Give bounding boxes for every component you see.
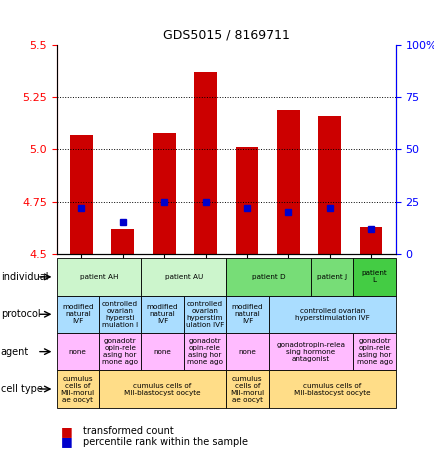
Bar bbox=[56, 371, 99, 408]
Bar bbox=[226, 333, 268, 371]
Text: cumulus cells of
MII-blastocyst oocyte: cumulus cells of MII-blastocyst oocyte bbox=[293, 382, 370, 395]
Text: gonadotropin-relea
sing hormone
antagonist: gonadotropin-relea sing hormone antagoni… bbox=[276, 342, 345, 361]
Bar bbox=[276, 110, 299, 254]
Bar bbox=[56, 295, 99, 333]
Text: none: none bbox=[238, 349, 256, 355]
Bar bbox=[352, 333, 395, 371]
Text: gonadotr
opin-rele
asing hor
mone ago: gonadotr opin-rele asing hor mone ago bbox=[102, 338, 138, 365]
Text: none: none bbox=[153, 349, 171, 355]
Text: controlled ovarian
hyperstimulation IVF: controlled ovarian hyperstimulation IVF bbox=[294, 308, 369, 321]
Text: modified
natural
IVF: modified natural IVF bbox=[62, 304, 93, 324]
Text: patient J: patient J bbox=[316, 274, 346, 280]
Bar bbox=[226, 295, 268, 333]
Bar bbox=[359, 226, 381, 254]
Bar bbox=[268, 371, 395, 408]
Text: modified
natural
IVF: modified natural IVF bbox=[146, 304, 178, 324]
Bar bbox=[268, 333, 353, 371]
Bar bbox=[352, 258, 395, 295]
Text: protocol: protocol bbox=[1, 309, 40, 319]
Text: cumulus
cells of
MII-morul
ae oocyt: cumulus cells of MII-morul ae oocyt bbox=[230, 376, 264, 403]
Text: none: none bbox=[69, 349, 86, 355]
Bar bbox=[318, 116, 340, 254]
Bar bbox=[310, 258, 352, 295]
Bar bbox=[152, 133, 175, 254]
Bar bbox=[268, 295, 395, 333]
Text: patient AH: patient AH bbox=[79, 274, 118, 280]
Text: modified
natural
IVF: modified natural IVF bbox=[231, 304, 263, 324]
Bar bbox=[226, 371, 268, 408]
Text: controlled
ovarian
hyperstim
ulation IVF: controlled ovarian hyperstim ulation IVF bbox=[185, 301, 224, 328]
Bar bbox=[70, 135, 92, 254]
Bar bbox=[99, 371, 226, 408]
Bar bbox=[141, 258, 226, 295]
Bar bbox=[111, 229, 134, 254]
Bar bbox=[194, 72, 217, 254]
Text: individual: individual bbox=[1, 272, 48, 282]
Bar bbox=[56, 333, 99, 371]
Text: cell type: cell type bbox=[1, 384, 43, 394]
Bar bbox=[183, 295, 226, 333]
Bar bbox=[99, 295, 141, 333]
Bar bbox=[56, 258, 141, 295]
Text: percentile rank within the sample: percentile rank within the sample bbox=[82, 437, 247, 447]
Text: ■: ■ bbox=[61, 425, 72, 438]
Text: agent: agent bbox=[1, 347, 29, 357]
Bar bbox=[141, 333, 184, 371]
Text: controlled
ovarian
hypersti
mulation I: controlled ovarian hypersti mulation I bbox=[102, 301, 138, 328]
Text: cumulus cells of
MII-blastocyst oocyte: cumulus cells of MII-blastocyst oocyte bbox=[124, 382, 201, 395]
Text: gonadotr
opin-rele
asing hor
mone ago: gonadotr opin-rele asing hor mone ago bbox=[356, 338, 392, 365]
Bar bbox=[235, 147, 258, 254]
Text: patient D: patient D bbox=[251, 274, 285, 280]
Text: patient AU: patient AU bbox=[164, 274, 202, 280]
Text: transformed count: transformed count bbox=[82, 426, 173, 436]
Text: patient
L: patient L bbox=[361, 270, 387, 284]
Bar bbox=[183, 333, 226, 371]
Bar bbox=[226, 258, 310, 295]
Bar bbox=[141, 295, 184, 333]
Title: GDS5015 / 8169711: GDS5015 / 8169711 bbox=[162, 29, 289, 41]
Text: ■: ■ bbox=[61, 435, 72, 448]
Text: gonadotr
opin-rele
asing hor
mone ago: gonadotr opin-rele asing hor mone ago bbox=[187, 338, 223, 365]
Bar bbox=[99, 333, 141, 371]
Text: cumulus
cells of
MII-morul
ae oocyt: cumulus cells of MII-morul ae oocyt bbox=[61, 376, 95, 403]
